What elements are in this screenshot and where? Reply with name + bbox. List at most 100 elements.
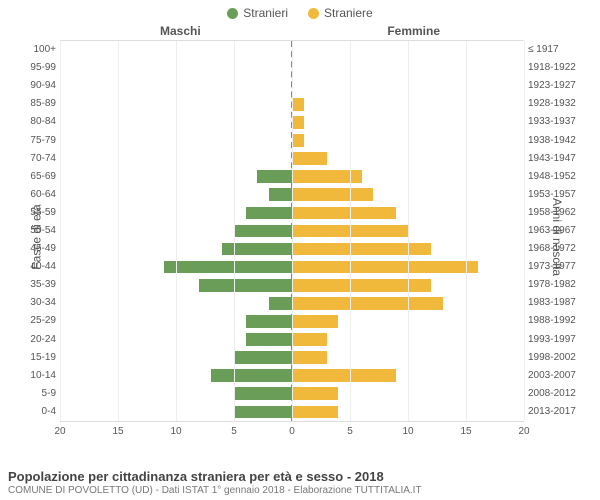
- year-tick-label: 1943-1947: [528, 154, 596, 164]
- bar-male: [234, 387, 292, 400]
- bar-female: [292, 406, 338, 419]
- year-tick-label: 1983-1987: [528, 298, 596, 308]
- age-tick-label: 80-84: [12, 117, 56, 127]
- bar-female: [292, 333, 327, 346]
- x-tick: 20: [518, 426, 529, 437]
- bar-female: [292, 188, 373, 201]
- legend-swatch-male: [227, 8, 238, 19]
- year-tick-label: 1963-1967: [528, 226, 596, 236]
- plot-area: 100+≤ 191795-991918-192290-941923-192785…: [60, 40, 524, 422]
- bar-female: [292, 351, 327, 364]
- bar-male: [234, 406, 292, 419]
- year-tick-label: 1968-1972: [528, 244, 596, 254]
- year-tick-label: 2013-2017: [528, 407, 596, 417]
- gridline: [60, 41, 61, 421]
- year-tick-label: 2008-2012: [528, 389, 596, 399]
- age-tick-label: 95-99: [12, 63, 56, 73]
- bar-male: [269, 188, 292, 201]
- year-tick-label: 1918-1922: [528, 63, 596, 73]
- chart-title: Popolazione per cittadinanza straniera p…: [8, 469, 592, 484]
- gridline: [234, 41, 235, 421]
- bar-male: [269, 297, 292, 310]
- legend-label-male: Stranieri: [243, 6, 288, 20]
- bar-female: [292, 387, 338, 400]
- age-tick-label: 30-34: [12, 298, 56, 308]
- age-tick-label: 10-14: [12, 371, 56, 381]
- year-tick-label: 1998-2002: [528, 353, 596, 363]
- gridline: [466, 41, 467, 421]
- year-tick-label: 1948-1952: [528, 172, 596, 182]
- bar-female: [292, 369, 396, 382]
- column-header-male: Maschi: [160, 24, 201, 38]
- year-tick-label: 1933-1937: [528, 117, 596, 127]
- age-tick-label: 60-64: [12, 190, 56, 200]
- year-tick-label: 1923-1927: [528, 81, 596, 91]
- bar-male: [199, 279, 292, 292]
- age-tick-label: 35-39: [12, 280, 56, 290]
- bar-female: [292, 207, 396, 220]
- bar-male: [246, 315, 292, 328]
- bar-female: [292, 261, 478, 274]
- bar-male: [257, 170, 292, 183]
- column-header-female: Femmine: [387, 24, 440, 38]
- age-tick-label: 15-19: [12, 353, 56, 363]
- gridline: [408, 41, 409, 421]
- year-tick-label: 1973-1977: [528, 262, 596, 272]
- year-tick-label: 1938-1942: [528, 136, 596, 146]
- x-tick: 5: [231, 426, 237, 437]
- year-tick-label: 1993-1997: [528, 335, 596, 345]
- age-tick-label: 20-24: [12, 335, 56, 345]
- chart-footer: Popolazione per cittadinanza straniera p…: [8, 469, 592, 496]
- year-tick-label: 1988-1992: [528, 316, 596, 326]
- x-tick: 20: [54, 426, 65, 437]
- bar-male: [246, 207, 292, 220]
- gridline: [292, 41, 293, 421]
- age-tick-label: 5-9: [12, 389, 56, 399]
- bar-male: [234, 351, 292, 364]
- gridline: [118, 41, 119, 421]
- x-tick: 15: [460, 426, 471, 437]
- legend-item-male: Stranieri: [227, 6, 288, 20]
- bar-female: [292, 315, 338, 328]
- bar-male: [164, 261, 292, 274]
- bar-female: [292, 243, 431, 256]
- age-tick-label: 90-94: [12, 81, 56, 91]
- age-tick-label: 45-49: [12, 244, 56, 254]
- x-tick: 0: [289, 426, 295, 437]
- gridline: [524, 41, 525, 421]
- bar-female: [292, 134, 304, 147]
- year-tick-label: 1953-1957: [528, 190, 596, 200]
- age-tick-label: 0-4: [12, 407, 56, 417]
- bar-female: [292, 279, 431, 292]
- x-tick: 10: [170, 426, 181, 437]
- age-tick-label: 100+: [12, 45, 56, 55]
- age-tick-label: 25-29: [12, 316, 56, 326]
- bar-female: [292, 98, 304, 111]
- bar-male: [222, 243, 292, 256]
- age-tick-label: 50-54: [12, 226, 56, 236]
- x-tick: 5: [347, 426, 353, 437]
- legend: Stranieri Straniere: [0, 0, 600, 22]
- x-tick: 15: [112, 426, 123, 437]
- age-tick-label: 40-44: [12, 262, 56, 272]
- year-tick-label: 1928-1932: [528, 99, 596, 109]
- x-axis: 201510505101520: [60, 426, 524, 440]
- gridline: [350, 41, 351, 421]
- chart-area: Maschi Femmine Fasce di età Anni di nasc…: [0, 22, 600, 452]
- age-tick-label: 65-69: [12, 172, 56, 182]
- bar-female: [292, 297, 443, 310]
- x-tick: 10: [402, 426, 413, 437]
- age-tick-label: 85-89: [12, 99, 56, 109]
- bar-male: [211, 369, 292, 382]
- age-tick-label: 55-59: [12, 208, 56, 218]
- year-tick-label: 1978-1982: [528, 280, 596, 290]
- year-tick-label: ≤ 1917: [528, 45, 596, 55]
- age-tick-label: 70-74: [12, 154, 56, 164]
- legend-item-female: Straniere: [308, 6, 373, 20]
- bar-female: [292, 170, 362, 183]
- bar-female: [292, 152, 327, 165]
- gridline: [176, 41, 177, 421]
- chart-subtitle: COMUNE DI POVOLETTO (UD) - Dati ISTAT 1°…: [8, 485, 592, 496]
- legend-swatch-female: [308, 8, 319, 19]
- bar-male: [234, 225, 292, 238]
